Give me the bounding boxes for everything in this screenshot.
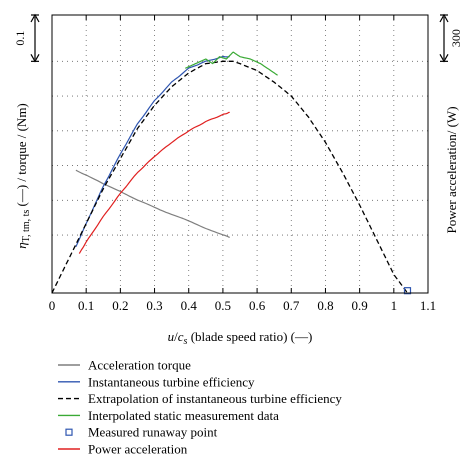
series-layer: [51, 51, 412, 295]
y-axis-title-left: ηT, tm, ts (—) / torque / (Nm): [14, 103, 32, 249]
x-tick-label: 1: [391, 298, 398, 313]
legend-label: Power acceleration: [88, 442, 188, 457]
legend-label: Interpolated static measurement data: [88, 408, 279, 423]
legend-label: Extrapolation of instantaneous turbine e…: [88, 391, 342, 406]
power-acceleration-line: [78, 111, 230, 254]
right-scale-indicator: 300: [439, 13, 463, 63]
x-tick-label: 0.2: [112, 298, 128, 313]
plot-frame: [51, 14, 429, 294]
legend-label: Instantaneous turbine efficiency: [88, 374, 255, 389]
left-scale-indicator: 0.1: [13, 13, 40, 63]
left-scale-indicator-label: 0.1: [13, 31, 27, 46]
x-tick-label: 0.5: [215, 298, 231, 313]
scale-indicators: 0.1 300: [13, 13, 463, 63]
x-tick-label: 0.9: [352, 298, 368, 313]
measured-runaway-point-point: [403, 287, 412, 295]
legend-item-measured-runaway-point: Measured runaway point: [65, 425, 218, 440]
x-tick-label: 0.7: [283, 298, 300, 313]
legend-item-power-acceleration: Power acceleration: [58, 442, 188, 457]
x-tick-label: 0.1: [78, 298, 94, 313]
legend-item-extrapolation-of-instantaneous-turbine-efficiency: Extrapolation of instantaneous turbine e…: [58, 391, 342, 406]
legend-label: Acceleration torque: [88, 358, 191, 373]
x-tick-label: 0: [49, 298, 56, 313]
x-tick-label: 0.8: [317, 298, 333, 313]
extrapolation-of-instantaneous-turbine-efficiency-line: [51, 60, 409, 294]
x-ticks: 0 0.1 0.2 0.3 0.4 0.5 0.6 0.7 0.8 0.9 1 1.1: [49, 15, 436, 313]
x-tick-label: 0.3: [146, 298, 162, 313]
acceleration-torque-line: [75, 169, 230, 238]
right-scale-indicator-label: 300: [449, 29, 463, 47]
legend-item-instantaneous-turbine-efficiency: Instantaneous turbine efficiency: [58, 374, 255, 389]
legend-item-interpolated-static-measurement-data: Interpolated static measurement data: [58, 408, 279, 423]
y-axis-title-right: Power acceleration/ (W): [444, 106, 459, 233]
x-tick-label: 0.6: [249, 298, 266, 313]
x-tick-label: 1.1: [420, 298, 436, 313]
legend-swatch: [65, 428, 73, 436]
interpolated-static-measurement-data-line: [185, 51, 278, 76]
legend-label: Measured runaway point: [88, 425, 218, 440]
legend-item-acceleration-torque: Acceleration torque: [58, 358, 191, 373]
x-axis-title: u/cs (blade speed ratio) (—): [168, 329, 313, 347]
x-tick-label: 0.4: [181, 298, 198, 313]
instantaneous-turbine-efficiency-line: [75, 55, 230, 247]
